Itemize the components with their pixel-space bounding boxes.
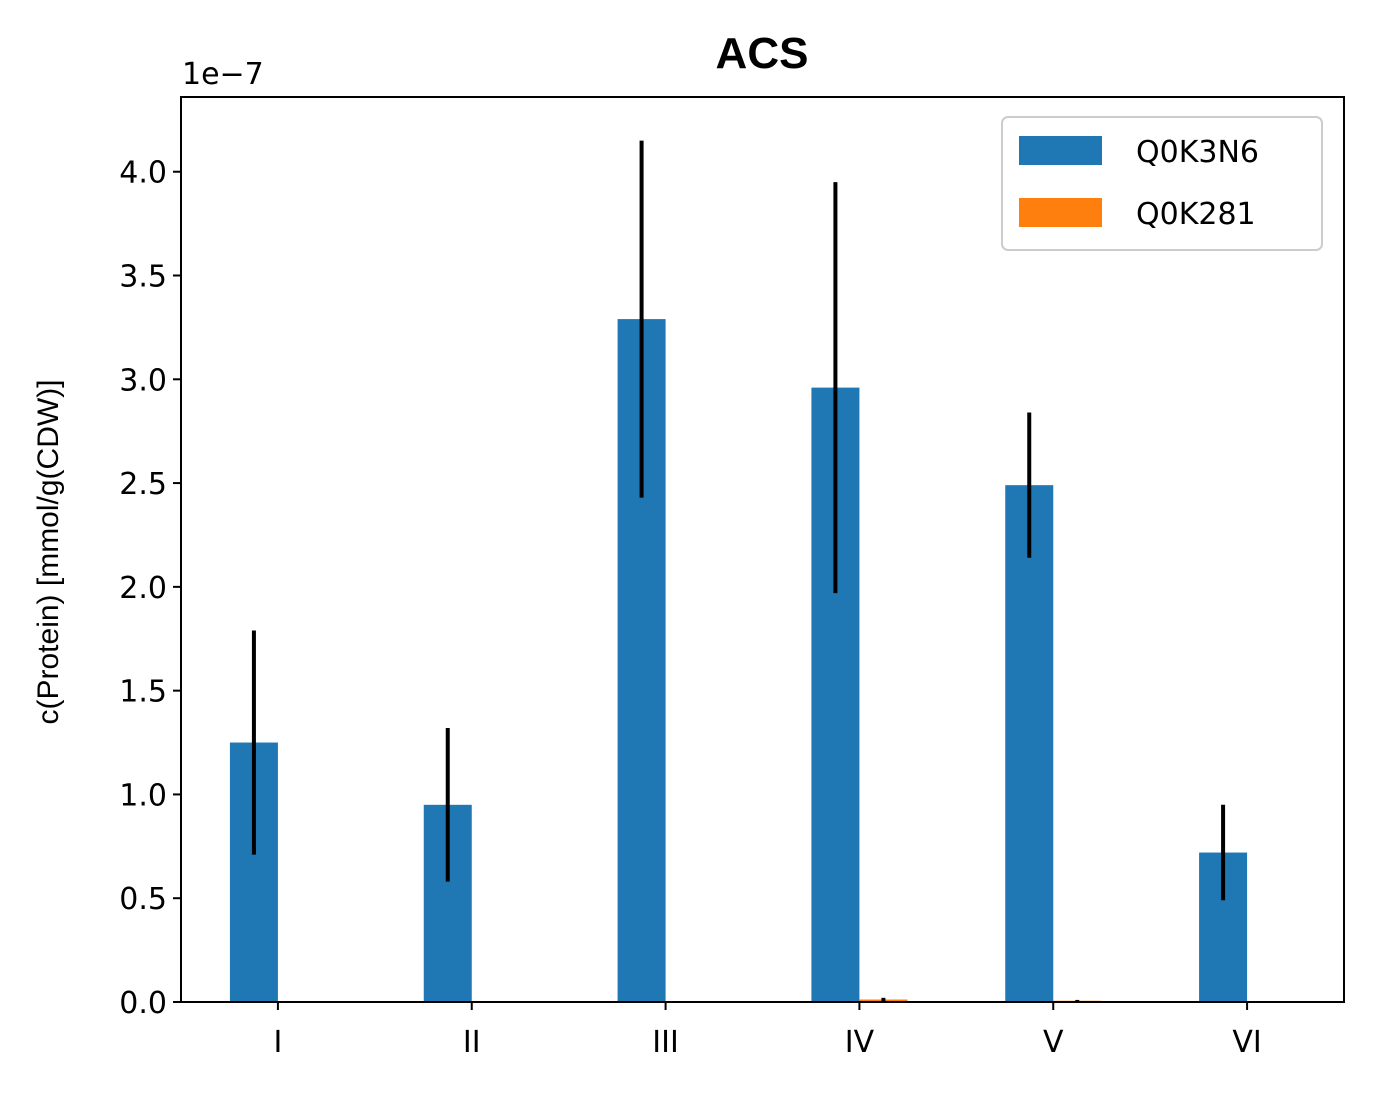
- error-bars-layer: [251, 140, 1226, 1002]
- y-tick-label: 0.5: [119, 882, 167, 917]
- x-tick-label: VI: [1232, 1025, 1261, 1060]
- plot-frame: [180, 96, 1345, 1003]
- y-tick-label: 0.0: [119, 986, 167, 1021]
- x-axis: I II III IV V VI: [273, 1002, 1262, 1060]
- x-tick-label: II: [463, 1025, 481, 1060]
- x-tick-label: III: [652, 1025, 679, 1060]
- y-axis: 0.0 0.5 1.0 1.5 2.0 2.5 3.0 3.5 4.0: [119, 156, 181, 1021]
- legend-label-Q0K3N6: Q0K3N6: [1136, 135, 1259, 170]
- chart-title: ACS: [716, 29, 809, 78]
- x-tick-label: IV: [845, 1025, 875, 1060]
- legend-swatch-Q0K3N6: [1019, 136, 1102, 165]
- x-tick-label: I: [273, 1025, 282, 1060]
- legend: Q0K3N6 Q0K281: [1001, 116, 1323, 251]
- y-tick-label: 3.5: [119, 260, 167, 295]
- y-axis-label: c(Protein) [mmol/g(CDW)]: [32, 379, 65, 724]
- y-axis-offset-label: 1e−7: [182, 57, 264, 92]
- legend-label-Q0K281: Q0K281: [1136, 197, 1256, 232]
- y-tick-label: 2.5: [119, 467, 167, 502]
- y-tick-label: 1.0: [119, 778, 167, 813]
- bars-layer: [229, 319, 1248, 1003]
- bar-Q0K3N6-V: [1005, 485, 1054, 1002]
- y-tick-label: 3.0: [119, 363, 167, 398]
- y-tick-label: 2.0: [119, 571, 167, 606]
- x-tick-label: V: [1043, 1025, 1064, 1060]
- legend-swatch-Q0K281: [1019, 198, 1102, 227]
- y-tick-label: 4.0: [119, 156, 167, 191]
- y-tick-label: 1.5: [119, 675, 167, 710]
